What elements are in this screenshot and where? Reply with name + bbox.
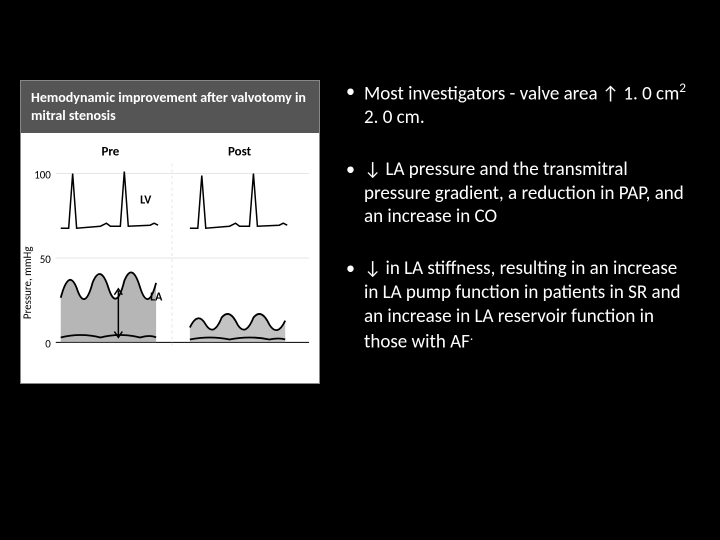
bullet-1: Most investigators - valve area ↑ 1. 0 c… xyxy=(346,80,690,130)
bullet-3-dot: . xyxy=(470,327,473,344)
lv-trace-post xyxy=(190,174,287,229)
post-label: Post xyxy=(228,145,252,160)
lv-label: LV xyxy=(140,194,152,208)
y-axis-label: Pressure, mmHg xyxy=(21,247,34,320)
bullet-2-text: ↓ LA pressure and the transmitral pressu… xyxy=(364,158,690,229)
bullet-3-main: ↓ in LA stiffness, resulting in an incre… xyxy=(364,257,681,354)
figure-title: Hemodynamic improvement after valvotomy … xyxy=(21,81,319,133)
bullet-dot xyxy=(346,80,364,130)
ytick-50: 50 xyxy=(40,253,52,266)
pressure-chart: Pressure, mmHg 100 50 0 Pre Post LV xyxy=(21,133,319,383)
bullet-3: ↓ in LA stiffness, resulting in an incre… xyxy=(346,257,690,354)
bullet-1-pre: Most investigators - valve area ↑ 1. 0 c… xyxy=(364,82,679,105)
ytick-100: 100 xyxy=(34,169,51,182)
bullet-3-text: ↓ in LA stiffness, resulting in an incre… xyxy=(364,257,690,354)
bullet-dot xyxy=(346,158,364,229)
bullet-1-sup: 2 xyxy=(679,79,686,96)
ytick-0: 0 xyxy=(45,338,51,351)
bullet-1-post: 2. 0 cm. xyxy=(364,106,425,129)
bullet-1-text: Most investigators - valve area ↑ 1. 0 c… xyxy=(364,80,690,130)
la-label: LA xyxy=(150,291,163,305)
pre-label: Pre xyxy=(101,145,119,160)
text-panel: Most investigators - valve area ↑ 1. 0 c… xyxy=(340,80,700,382)
figure-panel: Hemodynamic improvement after valvotomy … xyxy=(20,80,320,384)
bullet-dot xyxy=(346,257,364,354)
figure-body: Pressure, mmHg 100 50 0 Pre Post LV xyxy=(21,133,319,383)
bullet-2: ↓ LA pressure and the transmitral pressu… xyxy=(346,158,690,229)
